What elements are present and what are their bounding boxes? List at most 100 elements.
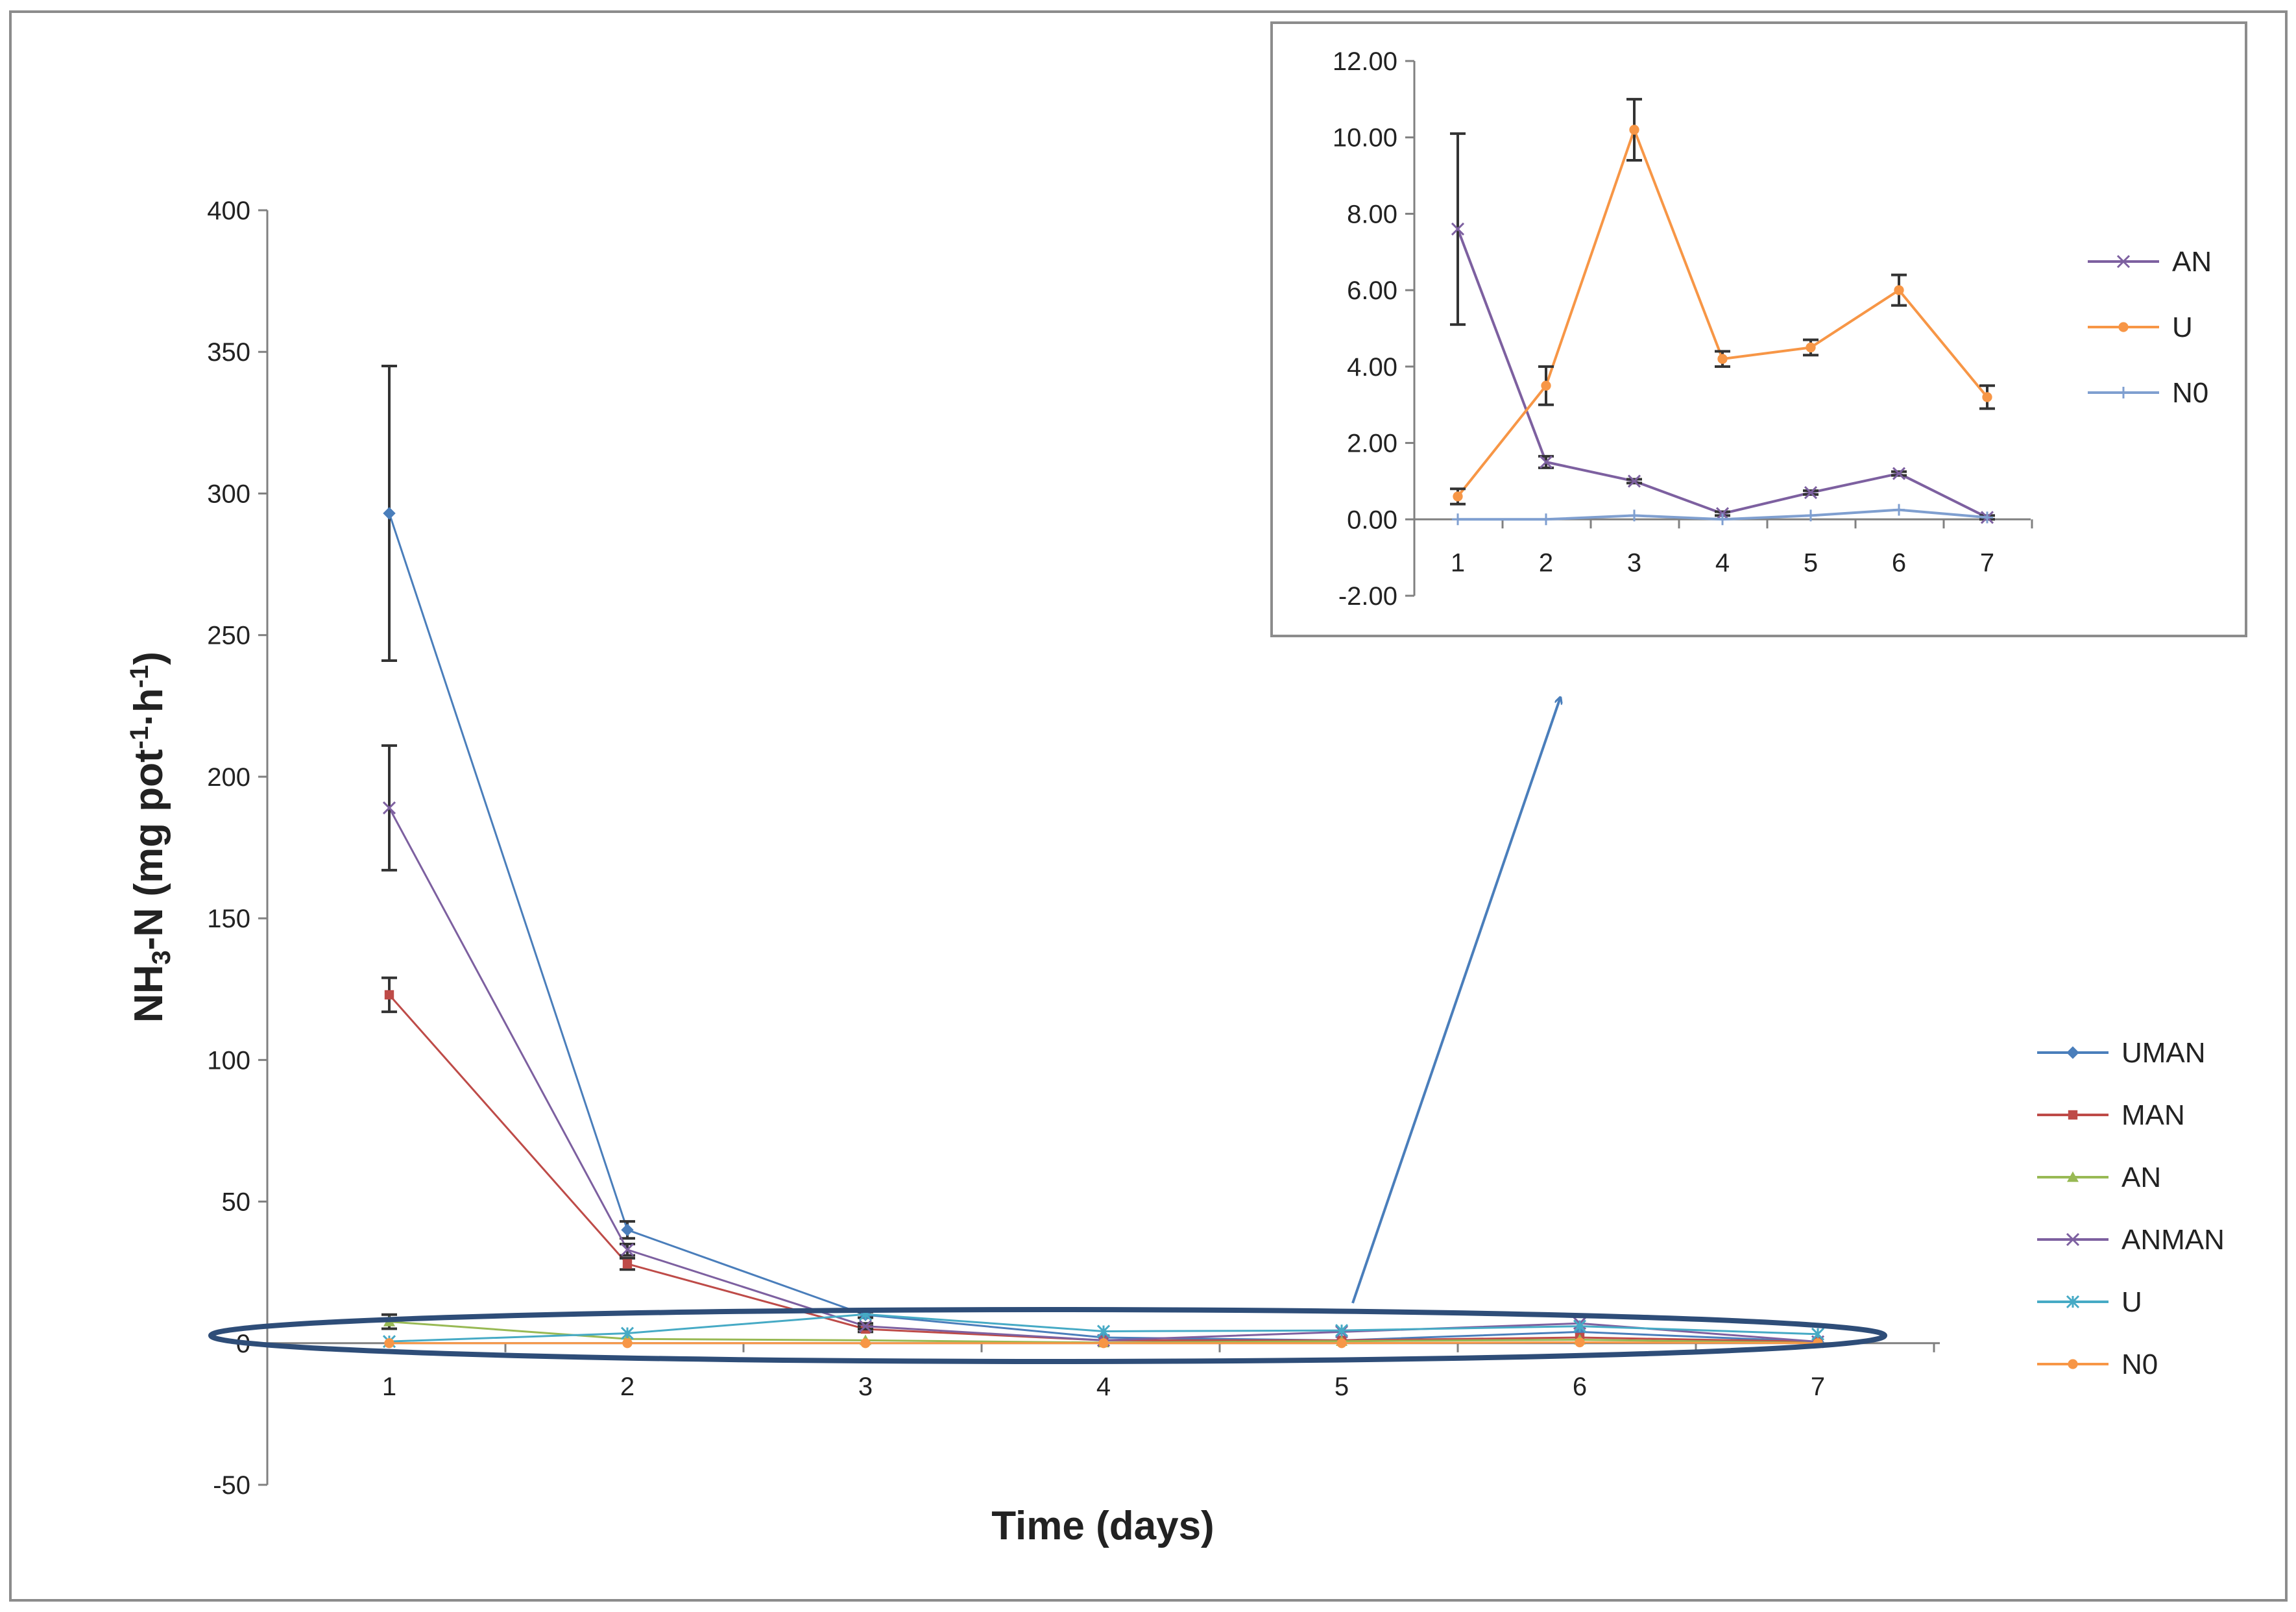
- inset-x-tick-label: 7: [1980, 548, 1994, 577]
- inset-point-n0: [1805, 509, 1817, 522]
- inset-y-tick-label: 6.00: [1347, 276, 1397, 305]
- main-point-n0: [1098, 1338, 1109, 1349]
- main-legend-item-n0: N0: [2037, 1349, 2158, 1380]
- main-legend-marker: [2067, 1171, 2079, 1182]
- main-point-man: [622, 1259, 633, 1269]
- inset-frame: [1270, 21, 2247, 637]
- inset-legend-label: U: [2172, 311, 2193, 343]
- inset-legend-marker: [2118, 387, 2129, 398]
- main-point-n0: [1336, 1338, 1347, 1349]
- inset-legend-marker: [2116, 254, 2131, 269]
- inset-y-tick-label: 10.00: [1333, 124, 1397, 153]
- main-legend-label: N0: [2121, 1349, 2158, 1380]
- inset-point-u: [1717, 354, 1728, 364]
- highlight-ellipse: [208, 1307, 1887, 1364]
- inset-point-an: [1627, 474, 1641, 488]
- inset-point-an: [1892, 467, 1906, 480]
- main-legend-item-u: U: [2037, 1286, 2142, 1318]
- callout-arrow: [1351, 698, 1560, 1304]
- inset-point-n0: [1717, 513, 1728, 526]
- inset-chart: 12.00 10.00 8.00 6.00 4.00 2.00 0.00 -2.00 1 2 3 4…: [1270, 21, 2247, 637]
- main-point-n0: [1575, 1337, 1585, 1348]
- inset-y-tick-label: -2.00: [1338, 582, 1397, 611]
- main-x-tick-label: 1: [382, 1373, 396, 1401]
- main-point-n0: [384, 1338, 394, 1349]
- inset-series-u: [1450, 97, 1995, 506]
- main-y-tick-label: 100: [207, 1046, 250, 1075]
- main-point-u: [1573, 1319, 1587, 1333]
- inset-legend-marker: [2118, 322, 2129, 332]
- inset-point-u: [1629, 125, 1639, 135]
- inset-x-tick-label: 5: [1804, 548, 1818, 577]
- main-legend-item-uman: UMAN: [2037, 1037, 2206, 1069]
- main-series-n0: [384, 1337, 1823, 1349]
- main-point-u: [1335, 1324, 1349, 1337]
- main-y-tick-label: 200: [207, 763, 250, 792]
- main-y-tick-label: -50: [213, 1471, 250, 1500]
- inset-x-axis-ticks: 1 2 3 4 5 6 7: [1413, 519, 2033, 577]
- main-point-n0: [622, 1338, 633, 1349]
- inset-point-an: [1539, 455, 1553, 469]
- inset-x-tick-label: 1: [1451, 548, 1465, 577]
- main-point-uman: [383, 507, 396, 520]
- main-y-tick-label: 300: [207, 480, 250, 508]
- main-y-tick-label: 250: [207, 622, 250, 650]
- main-x-tick-label: 6: [1573, 1373, 1587, 1401]
- inset-point-an: [1804, 486, 1818, 500]
- inset-legend-item-u: U: [2088, 311, 2193, 343]
- inset-point-n0: [1981, 511, 1993, 524]
- main-y-tick-label: 150: [207, 905, 250, 933]
- main-legend-label: ANMAN: [2121, 1224, 2225, 1256]
- main-y-axis-title: NH3-N (mg pot-1·h-1): [125, 652, 176, 1023]
- inset-x-tick-label: 6: [1892, 548, 1906, 577]
- main-point-u: [620, 1326, 634, 1340]
- main-point-man: [384, 990, 394, 1000]
- main-legend-label: U: [2121, 1286, 2142, 1318]
- main-legend-item-anman: ANMAN: [2037, 1224, 2225, 1256]
- main-x-tick-label: 3: [858, 1373, 873, 1401]
- main-point-n0: [860, 1338, 871, 1349]
- main-point-uman: [621, 1223, 634, 1236]
- main-legend-label: UMAN: [2121, 1037, 2206, 1069]
- inset-legend: AN U N0: [2088, 246, 2212, 409]
- main-x-tick-label: 4: [1096, 1373, 1111, 1401]
- inset-point-u: [1806, 342, 1816, 353]
- inset-point-n0: [1628, 509, 1640, 522]
- main-legend-item-man: MAN: [2037, 1099, 2185, 1131]
- inset-series-n0: [1452, 504, 1993, 526]
- main-point-anman: [382, 801, 396, 814]
- inset-y-tick-label: 0.00: [1347, 506, 1397, 534]
- main-point-anman: [858, 1319, 873, 1333]
- main-legend: UMAN MAN AN ANMAN U N0: [2037, 1037, 2225, 1380]
- inset-legend-label: AN: [2172, 246, 2212, 278]
- inset-point-u: [1453, 491, 1463, 502]
- main-series-u: [382, 1308, 1825, 1349]
- inset-point-u: [1541, 380, 1551, 391]
- main-legend-marker: [2066, 1232, 2080, 1247]
- main-y-tick-label: 350: [207, 338, 250, 367]
- inset-legend-item-n0: N0: [2088, 377, 2208, 409]
- inset-point-u: [1894, 285, 1904, 295]
- main-x-tick-label: 2: [620, 1373, 634, 1401]
- inset-y-tick-label: 4.00: [1347, 353, 1397, 382]
- inset-point-n0: [1452, 513, 1464, 526]
- main-legend-marker: [2068, 1359, 2078, 1369]
- main-point-u: [1096, 1325, 1111, 1338]
- inset-series-group: [1450, 97, 1995, 526]
- inset-y-axis-ticks: 12.00 10.00 8.00 6.00 4.00 2.00 0.00 -2.00: [1333, 47, 1414, 611]
- main-x-tick-label: 5: [1335, 1373, 1349, 1401]
- main-legend-label: AN: [2121, 1162, 2161, 1193]
- inset-y-tick-label: 12.00: [1333, 47, 1397, 76]
- main-point-u: [1811, 1327, 1825, 1341]
- inset-point-u: [1982, 392, 1992, 402]
- inset-y-tick-label: 2.00: [1347, 430, 1397, 458]
- main-point-anman: [620, 1243, 634, 1256]
- main-series-group: [381, 365, 1825, 1349]
- main-legend-item-an: AN: [2037, 1162, 2161, 1193]
- inset-x-tick-label: 2: [1539, 548, 1553, 577]
- main-x-axis-title: Time (days): [991, 1504, 1214, 1548]
- inset-x-tick-label: 4: [1715, 548, 1730, 577]
